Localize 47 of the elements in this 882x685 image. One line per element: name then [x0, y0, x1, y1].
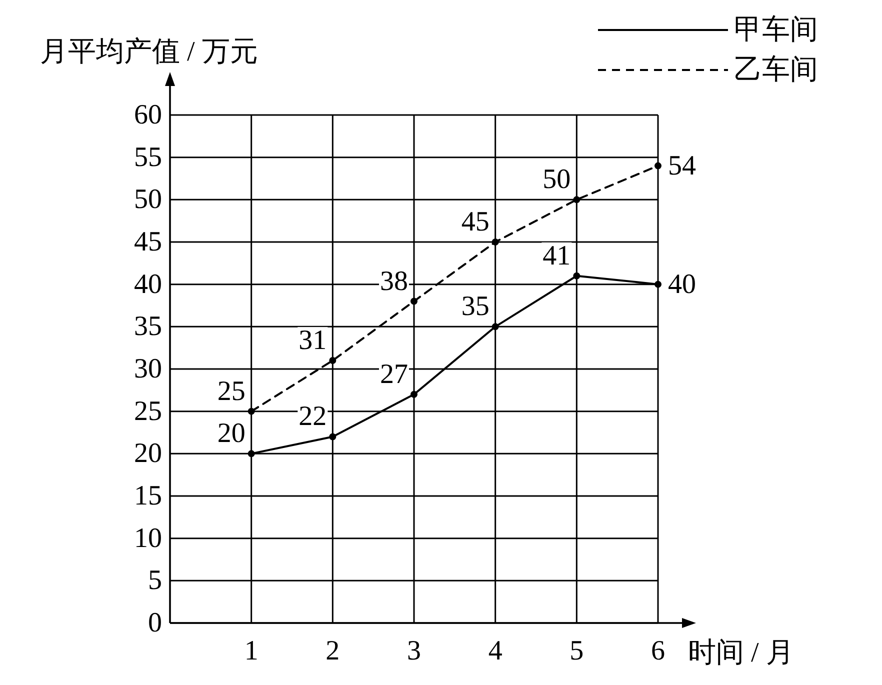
- point: [248, 408, 255, 415]
- x-tick-label: 3: [407, 636, 421, 666]
- point: [492, 323, 499, 330]
- data-label: 27: [380, 358, 408, 390]
- y-tick-label: 55: [134, 142, 162, 173]
- x-tick-label: 1: [244, 636, 258, 666]
- x-tick-label: 5: [570, 636, 584, 666]
- data-label: 25: [217, 376, 246, 407]
- point: [410, 298, 418, 305]
- data-label: 22: [298, 401, 327, 432]
- y-tick-label: 25: [134, 396, 162, 427]
- y-tick-label: 35: [134, 311, 162, 342]
- point: [573, 196, 580, 204]
- data-label: 40: [668, 268, 696, 300]
- y-tick-label: 5: [148, 565, 162, 596]
- point: [410, 390, 418, 398]
- x-tick-label: 6: [651, 636, 665, 666]
- y-tick-label: 20: [134, 438, 162, 470]
- point: [492, 238, 499, 246]
- data-label: 54: [668, 150, 696, 182]
- point: [654, 280, 662, 288]
- data-label: 38: [380, 266, 408, 297]
- x-tick-label: 2: [326, 636, 340, 666]
- point: [654, 162, 662, 170]
- y-tick-label: 60: [134, 100, 162, 130]
- data-label: 45: [461, 206, 490, 238]
- x-axis-title: 时间 / 月: [688, 638, 794, 668]
- data-label: 50: [542, 164, 571, 196]
- y-tick-label: 40: [134, 268, 162, 300]
- data-label: 31: [298, 325, 327, 356]
- legend-label: 甲车间: [734, 14, 818, 46]
- point: [248, 450, 255, 458]
- point: [329, 433, 336, 440]
- y-tick-label: 0: [148, 608, 162, 638]
- x-tick-label: 4: [488, 636, 502, 666]
- point: [329, 357, 336, 364]
- y-tick-label: 50: [134, 184, 162, 216]
- y-tick-label: 45: [134, 226, 162, 258]
- data-label: 35: [461, 291, 490, 322]
- point: [573, 272, 580, 280]
- y-tick-label: 10: [134, 522, 162, 554]
- legend-label: 乙车间: [734, 54, 818, 86]
- y-tick-label: 15: [134, 480, 162, 512]
- y-tick-label: 30: [134, 354, 162, 384]
- y-axis-title: 月平均产值 / 万元: [40, 36, 258, 68]
- data-label: 20: [217, 418, 246, 450]
- data-label: 41: [542, 240, 571, 272]
